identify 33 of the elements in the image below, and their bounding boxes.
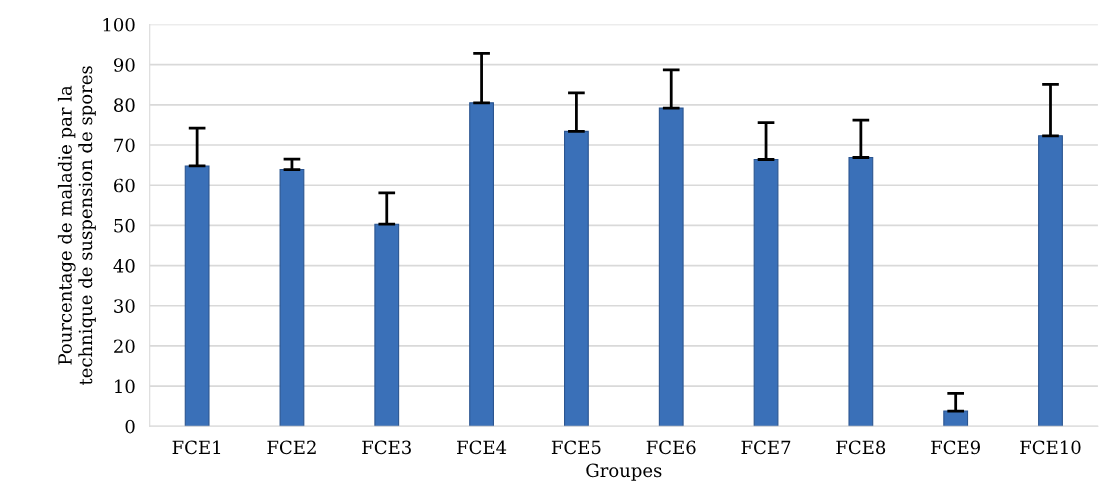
x-tick-label: FCE10 [1020, 440, 1081, 455]
x-tick-label: FCE7 [741, 440, 791, 455]
y-tick-label: 20 [114, 339, 135, 354]
y-axis-title: Pourcentage de maladie par la technique de suspension de spores [57, 66, 96, 386]
x-tick-label: FCE2 [267, 440, 316, 455]
y-tick-label: 60 [114, 178, 135, 193]
y-tick-label: 70 [114, 138, 135, 153]
x-tick-label: FCE4 [457, 440, 507, 455]
x-tick-label: FCE5 [551, 440, 601, 455]
x-axis-title: Groupes [586, 463, 662, 481]
y-tick-label: 40 [113, 259, 135, 273]
bar [563, 130, 589, 427]
y-tick-label: 100 [103, 17, 135, 32]
x-tick-label: FCE1 [172, 440, 221, 455]
x-tick-label: FCE9 [931, 440, 980, 455]
x-tick-label: FCE6 [646, 440, 696, 455]
bar [184, 165, 210, 427]
y-tick-label: 50 [114, 218, 135, 233]
bar [469, 102, 494, 427]
bar [279, 168, 305, 427]
bar [753, 158, 779, 427]
bar [658, 107, 684, 427]
bar [848, 156, 874, 427]
y-tick-label: 10 [115, 379, 135, 394]
bar [943, 410, 969, 427]
y-tick-label: 80 [114, 98, 135, 112]
bar [1038, 135, 1063, 427]
y-tick-label: 30 [114, 299, 135, 313]
y-tick-label: 90 [113, 58, 135, 72]
x-tick-label: FCE3 [362, 440, 411, 455]
x-tick-label: FCE8 [836, 440, 886, 455]
y-tick-label: 0 [125, 419, 135, 434]
bar [374, 223, 400, 427]
